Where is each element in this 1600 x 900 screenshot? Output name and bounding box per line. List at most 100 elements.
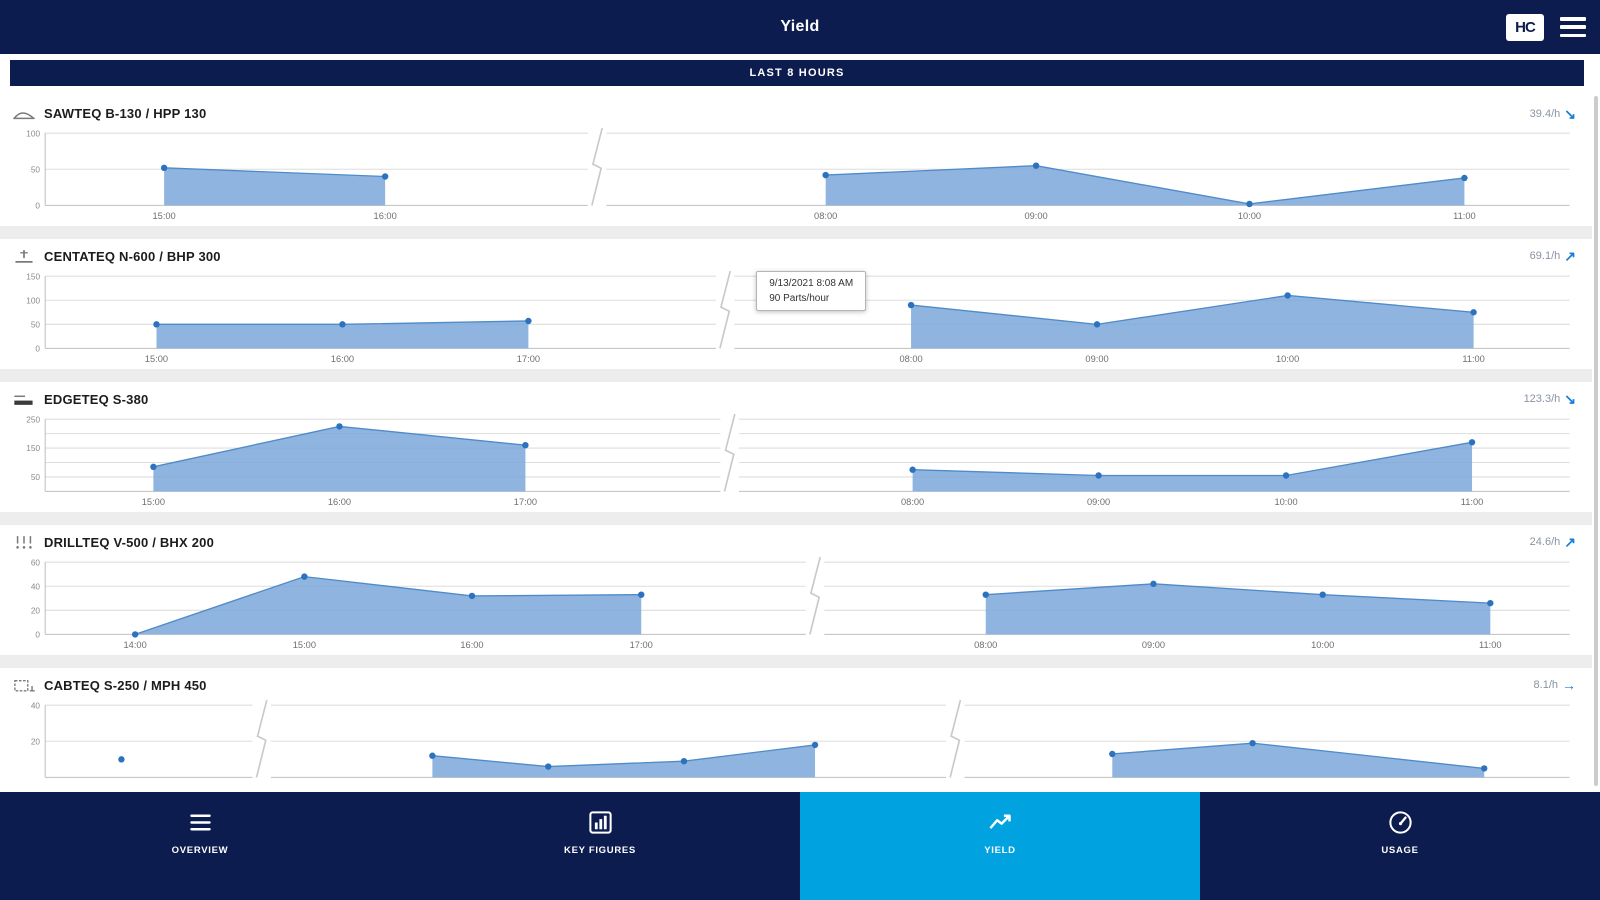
rate-label: 69.1/h ↗ [1529, 248, 1576, 265]
time-range-label: LAST 8 HOURS [749, 67, 845, 79]
tab-label: USAGE [1381, 845, 1419, 856]
svg-text:0: 0 [35, 630, 40, 639]
edgebander-icon [12, 392, 36, 407]
case-clamp-icon [12, 678, 36, 693]
gauge-icon [1388, 811, 1412, 834]
svg-text:100: 100 [26, 129, 40, 138]
time-range-bar[interactable]: LAST 8 HOURS [10, 60, 1584, 86]
svg-text:50: 50 [31, 165, 41, 174]
bar-chart-icon [588, 811, 612, 834]
svg-text:08:00: 08:00 [899, 354, 922, 364]
svg-text:11:00: 11:00 [1461, 497, 1484, 507]
tab-yield[interactable]: YIELD [800, 792, 1200, 900]
cnc-machine-icon [12, 249, 36, 264]
charts-list: SAWTEQ B-130 / HPP 130 39.4/h ↘ 0 50 100 15… [0, 96, 1592, 900]
svg-text:40: 40 [31, 582, 41, 591]
svg-text:17:00: 17:00 [517, 354, 540, 364]
svg-text:15:00: 15:00 [145, 354, 168, 364]
chart-card[interactable]: EDGETEQ S-380 123.3/h ↘ 50 150 250 15:00 16:… [0, 381, 1592, 525]
scrollbar[interactable] [1594, 96, 1598, 786]
trend-flat-icon: → [1562, 677, 1576, 694]
svg-text:16:00: 16:00 [460, 640, 483, 650]
svg-text:250: 250 [26, 415, 40, 424]
drill-machine-icon [12, 535, 36, 550]
area-chart[interactable]: 0 20 40 60 14:00 15:00 16:00 17:00 08:00 09:00 10:… [10, 555, 1578, 653]
svg-text:15:00: 15:00 [153, 211, 176, 221]
tooltip-value: 90 Parts/hour [769, 292, 830, 304]
chart-card[interactable]: CENTATEQ N-600 / BHP 300 69.1/h ↗ 0 50 100… [0, 238, 1592, 382]
trend-down-icon: ↘ [1564, 105, 1576, 122]
homag-logo[interactable]: HC [1506, 13, 1544, 41]
trend-up-icon: ↗ [1564, 534, 1576, 551]
chart-card[interactable]: DRILLTEQ V-500 / BHX 200 24.6/h ↗ 0 20 40 6… [0, 524, 1592, 668]
chart-area: 0 20 40 60 14:00 15:00 16:00 17:00 08:00 09:00 10:… [10, 555, 1578, 653]
svg-text:09:00: 09:00 [1087, 497, 1110, 507]
svg-text:15:00: 15:00 [293, 640, 316, 650]
chart-card[interactable]: SAWTEQ B-130 / HPP 130 39.4/h ↘ 0 50 100 15… [0, 96, 1592, 239]
svg-text:11:00: 11:00 [1453, 211, 1476, 221]
svg-text:60: 60 [31, 558, 41, 567]
tab-label: OVERVIEW [171, 845, 229, 856]
svg-text:17:00: 17:00 [630, 640, 653, 650]
chart-card[interactable]: CABTEQ S-250 / MPH 450 8.1/h → 20 40 [0, 667, 1592, 798]
chart-area: 50 150 250 15:00 16:00 17:00 08:00 09:00 10:00 11… [10, 412, 1578, 510]
machine-title: CENTATEQ N-600 / BHP 300 [44, 248, 221, 264]
svg-text:08:00: 08:00 [814, 211, 837, 221]
svg-text:09:00: 09:00 [1085, 354, 1108, 364]
svg-text:16:00: 16:00 [328, 497, 351, 507]
svg-text:150: 150 [26, 444, 40, 453]
chart-area: 0 50 100 15:00 16:00 08:00 09:00 10:00 11:00 [10, 127, 1578, 224]
svg-text:50: 50 [31, 320, 41, 329]
rate-label: 8.1/h → [1533, 677, 1576, 694]
tab-key-figures[interactable]: KEY FIGURES [400, 792, 800, 900]
rate-label: 24.6/h ↗ [1529, 534, 1576, 551]
chart-area: 0 50 100 150 15:00 16:00 17:00 08:00 09:00 10:00 1… [10, 269, 1578, 367]
svg-text:15:00: 15:00 [142, 497, 165, 507]
svg-text:11:00: 11:00 [1479, 640, 1502, 650]
svg-text:0: 0 [35, 201, 40, 210]
area-chart[interactable]: 0 50 100 150 15:00 16:00 17:00 08:00 09:00 10:00 1… [10, 269, 1578, 367]
chart-tooltip: 9/13/2021 8:08 AM 90 Parts/hour [756, 270, 867, 311]
tab-label: YIELD [984, 845, 1016, 856]
machine-title: CABTEQ S-250 / MPH 450 [44, 677, 207, 693]
svg-text:40: 40 [31, 701, 41, 710]
svg-text:50: 50 [31, 473, 41, 482]
svg-text:08:00: 08:00 [901, 497, 924, 507]
svg-text:09:00: 09:00 [1024, 211, 1047, 221]
trend-line-icon [988, 814, 1011, 829]
svg-text:14:00: 14:00 [124, 640, 147, 650]
area-chart[interactable]: 0 50 100 15:00 16:00 08:00 09:00 10:00 11:00 [10, 127, 1578, 224]
area-chart[interactable]: 50 150 250 15:00 16:00 17:00 08:00 09:00 10:00 11… [10, 412, 1578, 510]
svg-text:20: 20 [31, 737, 41, 746]
machine-title: SAWTEQ B-130 / HPP 130 [44, 106, 207, 121]
svg-text:10:00: 10:00 [1274, 497, 1297, 507]
page-title: Yield [780, 18, 820, 35]
svg-text:10:00: 10:00 [1238, 211, 1261, 221]
trend-down-icon: ↘ [1564, 391, 1576, 408]
svg-text:16:00: 16:00 [331, 354, 354, 364]
chart-area: 20 40 [10, 698, 1578, 796]
svg-text:09:00: 09:00 [1142, 640, 1165, 650]
saw-machine-icon [12, 106, 36, 121]
menu-icon[interactable] [1560, 17, 1586, 37]
svg-text:100: 100 [26, 296, 40, 305]
tab-usage[interactable]: USAGE [1200, 792, 1600, 900]
svg-text:150: 150 [26, 272, 40, 281]
svg-text:17:00: 17:00 [514, 497, 537, 507]
svg-text:0: 0 [35, 344, 40, 353]
tab-label: KEY FIGURES [564, 845, 636, 856]
app-header: Yield HC [0, 0, 1600, 54]
list-icon [189, 814, 211, 831]
machine-title: DRILLTEQ V-500 / BHX 200 [44, 534, 214, 550]
svg-text:11:00: 11:00 [1462, 354, 1485, 364]
svg-text:10:00: 10:00 [1276, 354, 1299, 364]
trend-up-icon: ↗ [1564, 248, 1576, 265]
rate-label: 123.3/h ↘ [1523, 391, 1576, 408]
svg-text:10:00: 10:00 [1311, 640, 1334, 650]
svg-text:16:00: 16:00 [374, 211, 397, 221]
rate-label: 39.4/h ↘ [1529, 105, 1576, 122]
tab-overview[interactable]: OVERVIEW [0, 792, 400, 900]
svg-text:20: 20 [31, 606, 41, 615]
bottom-nav: OVERVIEW KEY FIGURES YIELD USAGE [0, 792, 1600, 900]
